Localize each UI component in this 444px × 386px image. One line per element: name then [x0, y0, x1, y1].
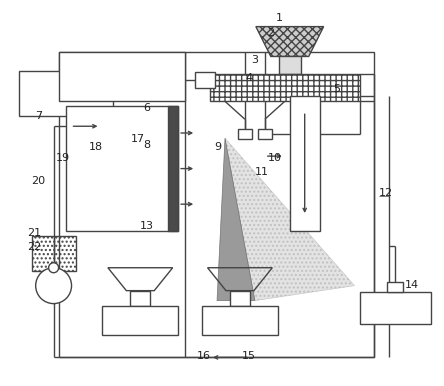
Text: 21: 21 [27, 229, 41, 239]
Bar [59, 51, 185, 102]
Bar [32, 236, 75, 271]
Bar [360, 292, 431, 323]
Bar [168, 106, 178, 231]
Text: 6: 6 [143, 103, 150, 113]
Bar [290, 96, 320, 231]
Bar [238, 129, 252, 139]
Circle shape [36, 268, 71, 304]
Text: 15: 15 [242, 352, 256, 361]
Bar [210, 74, 360, 102]
Text: 16: 16 [197, 352, 211, 361]
Text: 1: 1 [276, 13, 283, 23]
Bar [103, 306, 178, 335]
Circle shape [49, 263, 59, 273]
Text: 9: 9 [214, 142, 221, 152]
Bar [279, 56, 301, 74]
Bar [66, 106, 178, 231]
Text: 18: 18 [89, 142, 103, 152]
Text: 11: 11 [255, 167, 269, 177]
Bar [230, 291, 250, 306]
Bar [202, 306, 278, 335]
Bar [258, 129, 272, 139]
Bar [59, 51, 374, 357]
Text: 7: 7 [35, 111, 42, 121]
Text: 20: 20 [32, 176, 45, 186]
Polygon shape [217, 138, 255, 301]
Text: 22: 22 [27, 242, 41, 252]
Bar [210, 74, 360, 102]
Text: 3: 3 [252, 55, 259, 65]
Polygon shape [256, 27, 324, 56]
Text: 10: 10 [268, 153, 282, 163]
Text: 14: 14 [405, 280, 419, 290]
Text: 13: 13 [140, 221, 154, 231]
Text: 2: 2 [267, 29, 274, 38]
Text: 4: 4 [245, 73, 252, 83]
Text: 19: 19 [56, 153, 70, 163]
Bar [131, 291, 150, 306]
Polygon shape [225, 138, 354, 301]
Bar [19, 71, 113, 116]
Bar [388, 282, 403, 292]
Text: 8: 8 [143, 140, 151, 150]
Bar [195, 73, 215, 88]
Text: 17: 17 [131, 134, 145, 144]
Text: 12: 12 [379, 188, 393, 198]
Text: 5: 5 [333, 84, 341, 94]
